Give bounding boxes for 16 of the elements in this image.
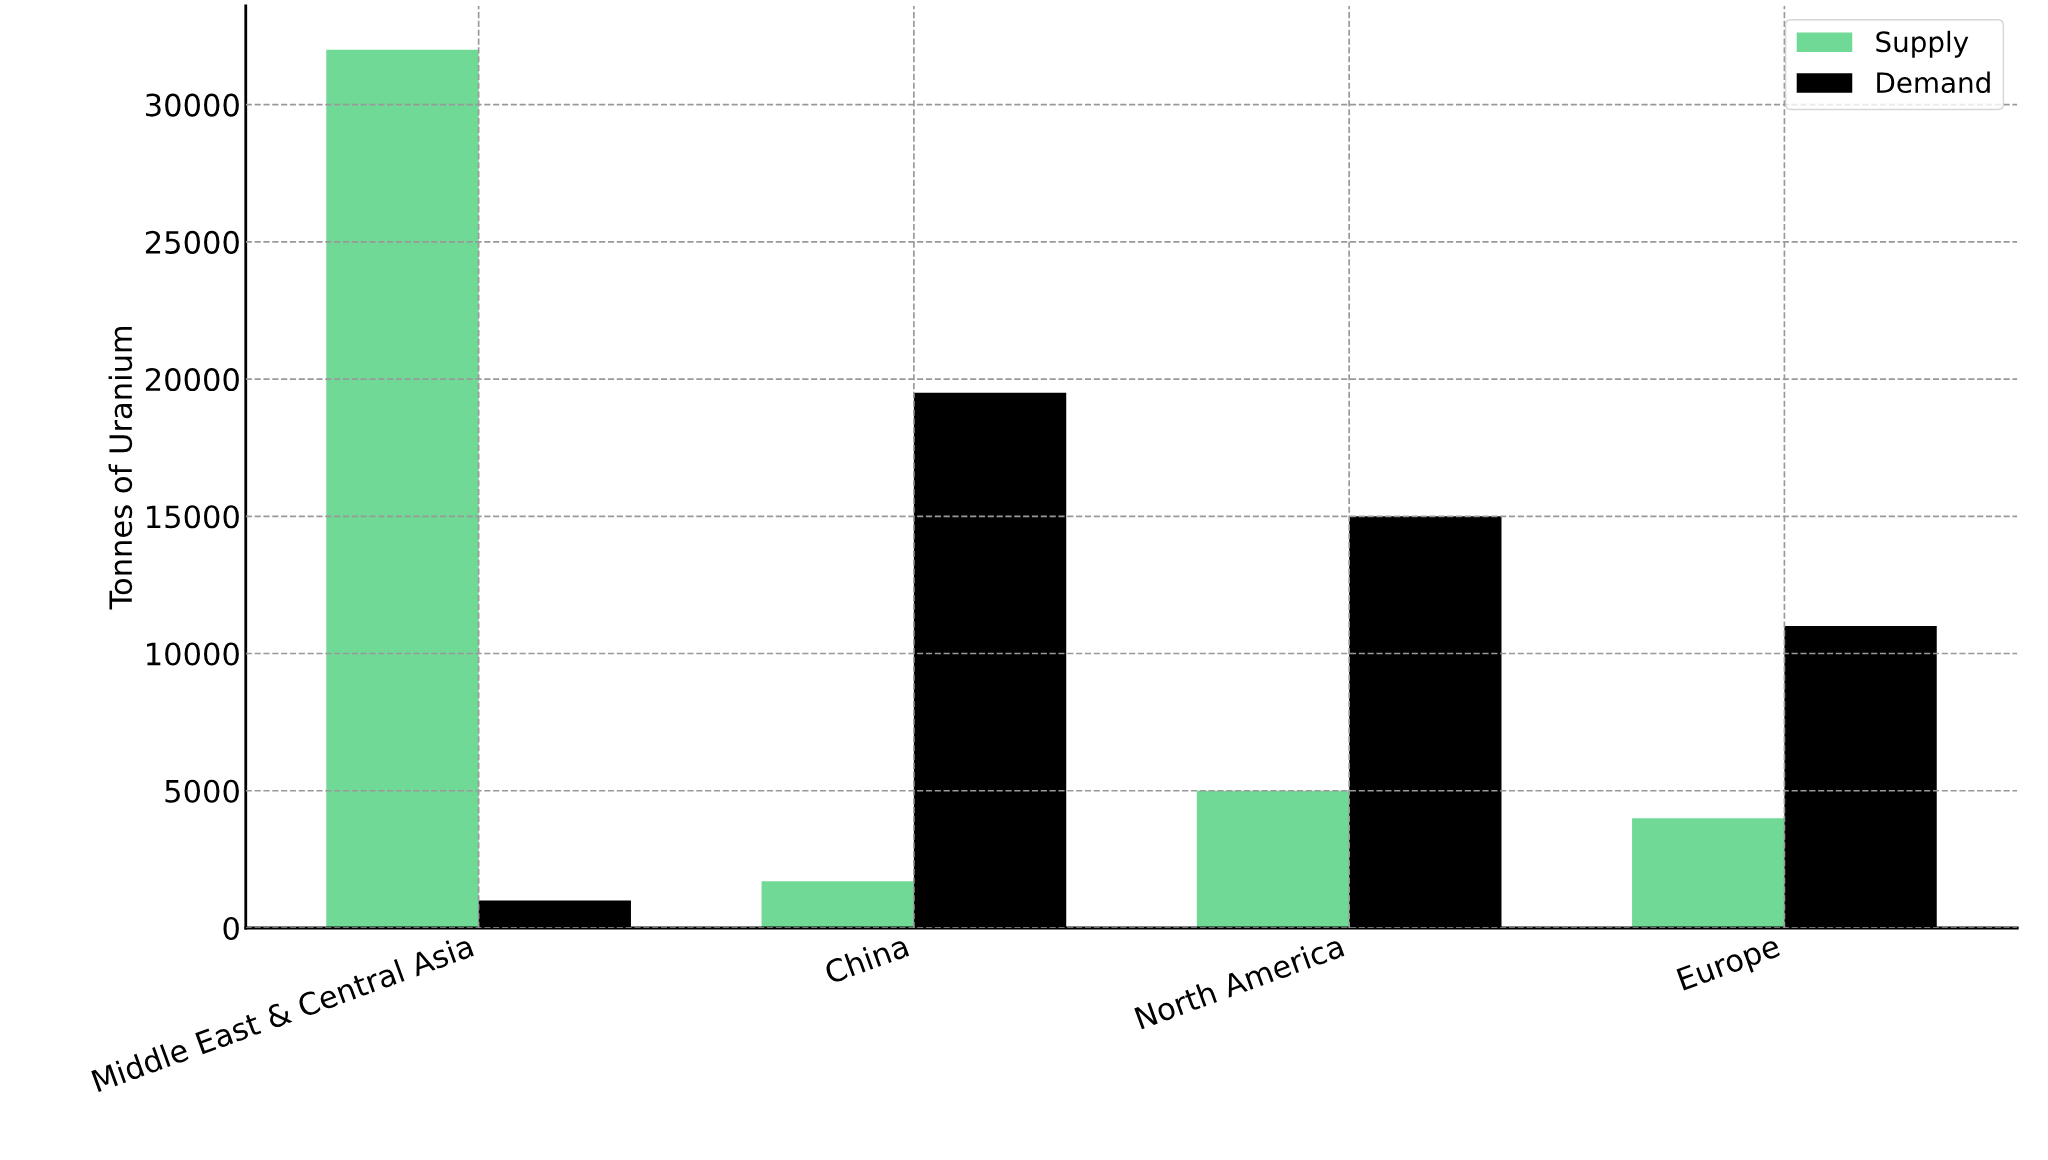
y-tick-label: 30000	[146, 93, 239, 117]
bar	[1196, 790, 1350, 928]
x-tick-label: China	[823, 933, 910, 985]
y-tick-label: 5000	[165, 779, 239, 803]
legend-label: Supply	[1876, 30, 1969, 58]
y-tick-label: 20000	[145, 368, 239, 392]
y-tick-label: 15000	[147, 505, 239, 529]
bar	[326, 49, 479, 928]
bar	[761, 881, 914, 928]
x-tick-label: Europe	[1676, 934, 1783, 997]
legend-label: Demand	[1877, 71, 1990, 94]
y-axis-title: Tonnes of Uranium	[108, 326, 133, 610]
y-tick-label: 10000	[147, 642, 239, 666]
y-tick-label: 0	[223, 916, 239, 941]
y-tick-label: 25000	[145, 230, 239, 254]
bar	[1632, 818, 1785, 928]
